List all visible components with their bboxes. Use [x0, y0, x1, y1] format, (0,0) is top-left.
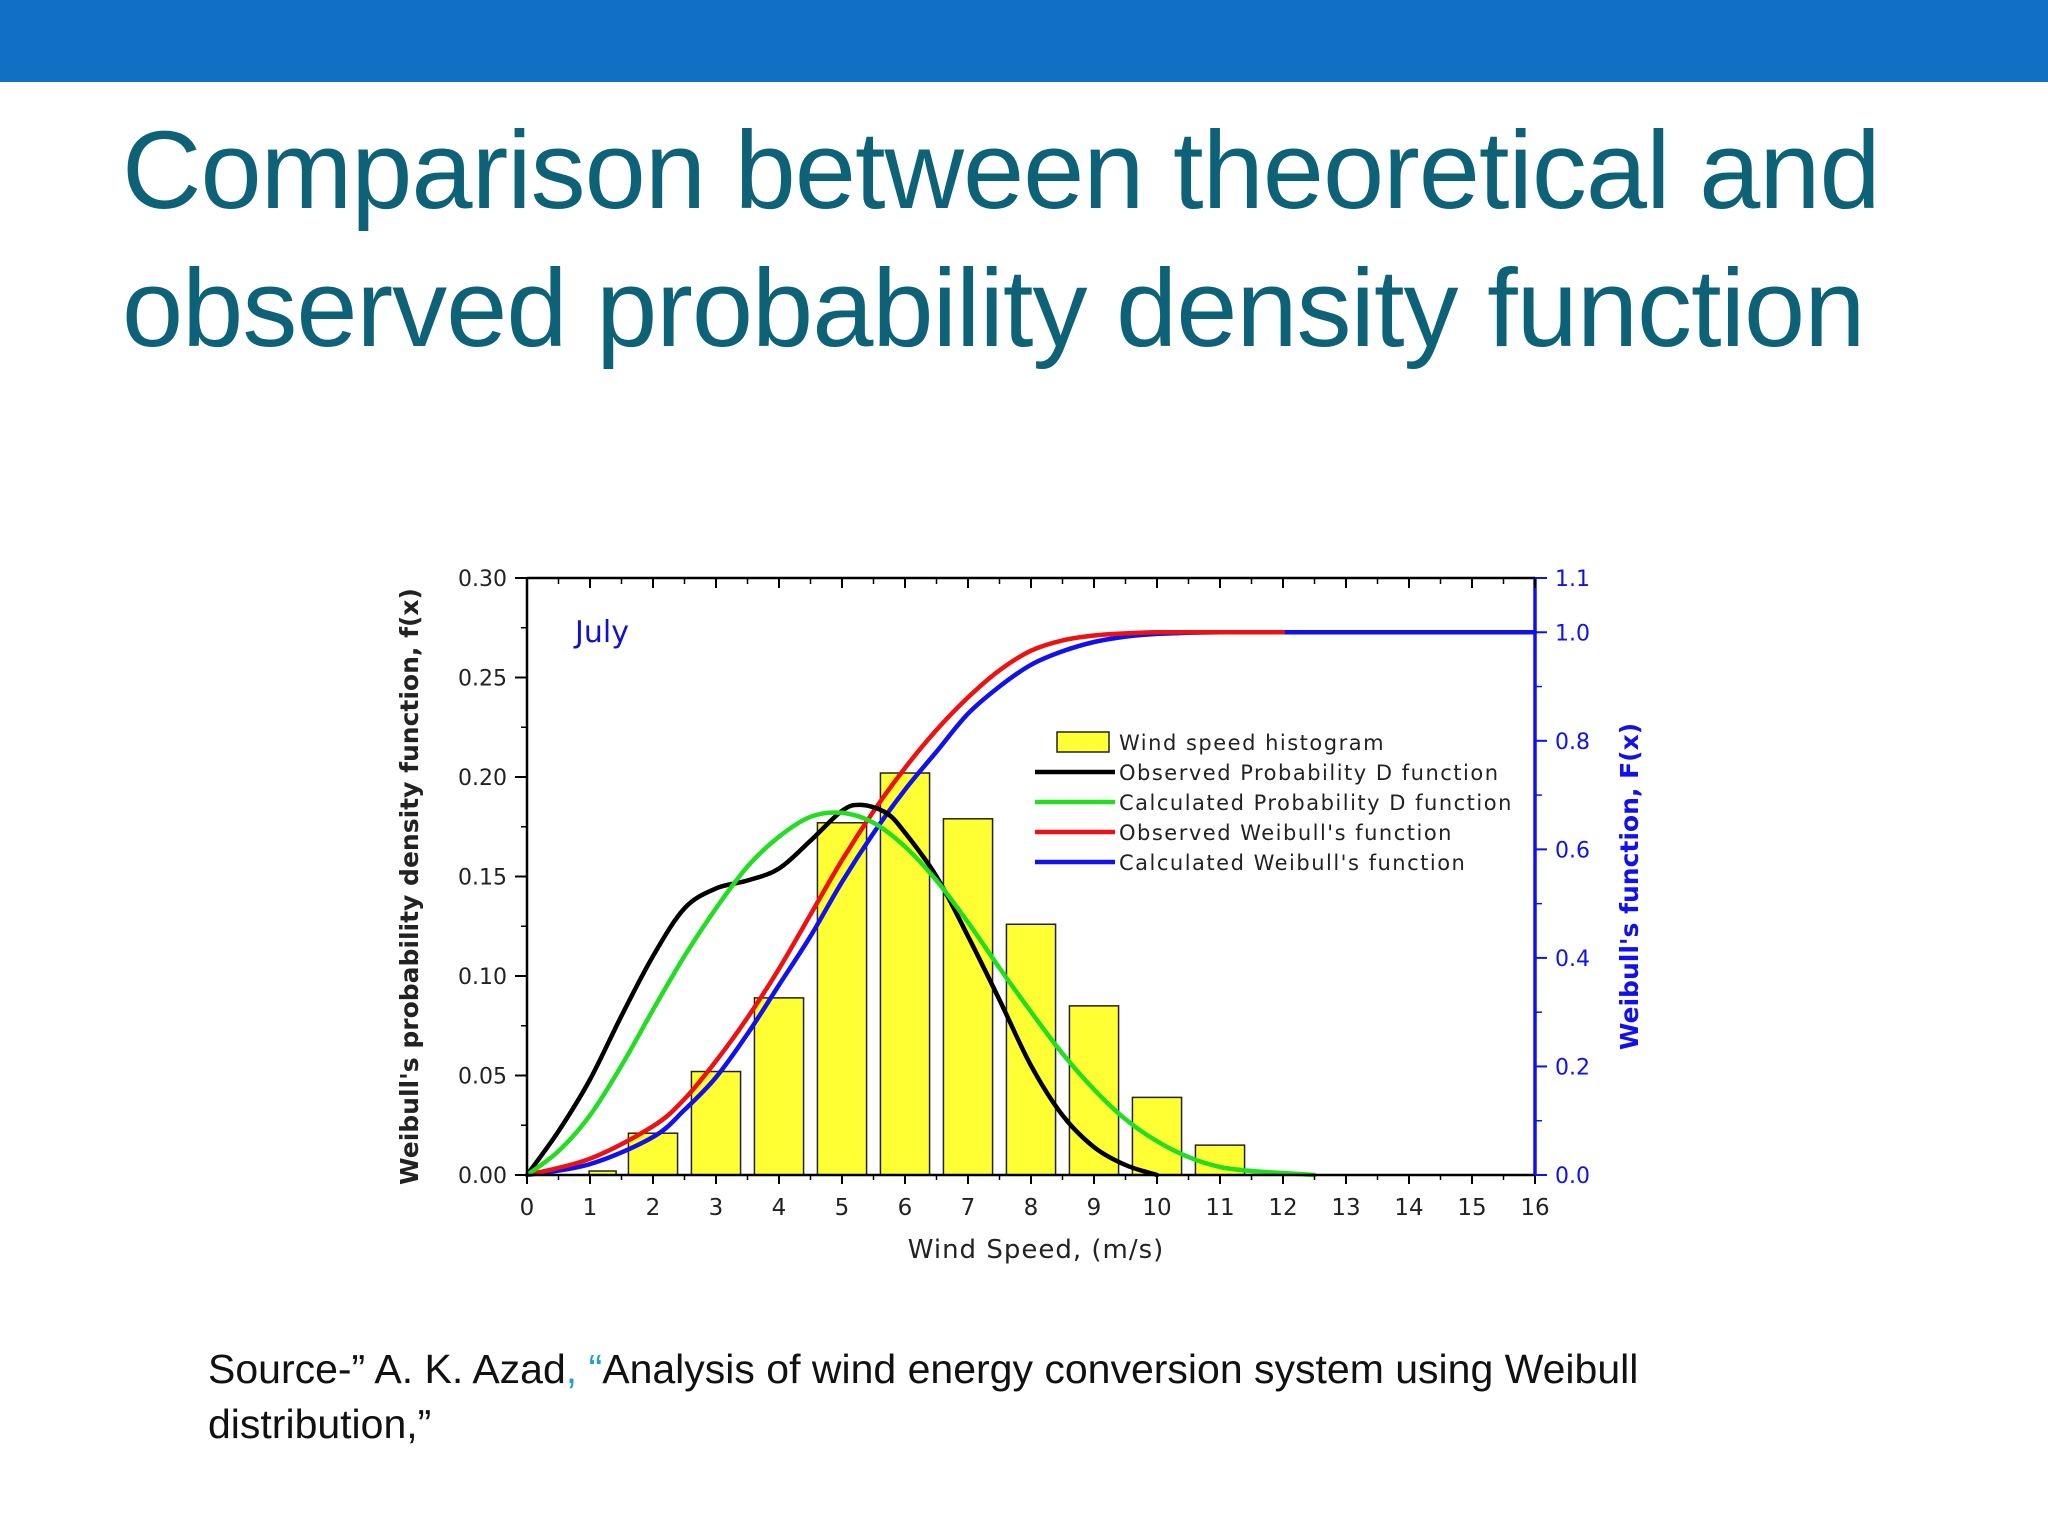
histogram-bar [816, 822, 868, 1176]
y-tick-label: 0.30 [458, 567, 507, 592]
legend-label: Wind speed histogram [1119, 731, 1385, 755]
x-tick-label: 16 [1520, 1195, 1549, 1221]
title-line-1: Comparison between theoretical and [122, 109, 1881, 232]
y2-tick-label: 0.2 [1555, 1055, 1590, 1080]
title-line-2: observed probability density function [122, 247, 1865, 370]
x-tick-label: 13 [1331, 1195, 1360, 1221]
x-axis-label: Wind Speed, (m/s) [908, 1235, 1165, 1265]
y2-tick-label: 0.0 [1555, 1164, 1590, 1189]
chart-axes: 0 1 2 3 4 5 6 7 8 9 10 11 12 13 14 15 160.000.050.100.15… [395, 567, 1644, 1265]
y-tick-label: 0.20 [458, 766, 507, 791]
x-tick-label: 11 [1205, 1195, 1234, 1221]
histogram-bar [1005, 923, 1057, 1176]
weibull-chart: 0 1 2 3 4 5 6 7 8 9 10 11 12 13 14 15 16 0.00 0.05 0.10 0.15… [380, 555, 1710, 1285]
x-tick-label: 15 [1457, 1195, 1486, 1221]
y-tick-label: 0.00 [458, 1164, 507, 1189]
histogram-bar [942, 818, 994, 1176]
y2-tick-label: 1.1 [1555, 567, 1590, 592]
y-tick-label: 0.05 [458, 1065, 507, 1090]
source-accent-mark: , “ [565, 1346, 603, 1392]
x-tick-label: 0 [520, 1195, 535, 1221]
y2-axis-label: Weibull's function, F(x) [1615, 723, 1644, 1050]
y2-tick-label: 0.4 [1555, 947, 1590, 972]
x-tick-label: 2 [646, 1195, 661, 1221]
y-tick-label: 0.25 [458, 667, 507, 692]
y2-tick-label: 0.8 [1555, 730, 1590, 755]
histogram-bar [1131, 1096, 1183, 1176]
x-tick-label: 9 [1087, 1195, 1102, 1221]
chart-svg: 0 1 2 3 4 5 6 7 8 9 10 11 12 13 14 15 160.000.050.100.15… [395, 567, 1644, 1265]
histogram-bar [627, 1132, 679, 1176]
histogram-bar [879, 772, 931, 1176]
slide-title: Comparison between theoretical and obser… [122, 102, 1982, 378]
x-tick-label: 14 [1394, 1195, 1423, 1221]
histogram-bar [753, 997, 805, 1176]
source-prefix: Source-” A. K. Azad [208, 1346, 566, 1392]
y-tick-label: 0.15 [458, 866, 507, 891]
series-line-observed-probability-d-function [524, 802, 1160, 1178]
chart-legend: Wind speed histogram Observed Probability… [1035, 731, 1513, 875]
series-lines [524, 629, 1538, 1178]
series-line-observed-weibull-s-function [524, 629, 1286, 1178]
x-tick-label: 7 [961, 1195, 976, 1221]
x-tick-label: 8 [1024, 1195, 1039, 1221]
x-tick-label: 6 [898, 1195, 913, 1221]
x-tick-label: 5 [835, 1195, 850, 1221]
x-tick-label: 10 [1142, 1195, 1171, 1221]
chart-annotation: July [573, 615, 629, 650]
x-tick-label: 1 [583, 1195, 598, 1221]
top-accent-bar [0, 0, 2048, 82]
x-tick-label: 3 [709, 1195, 724, 1221]
source-title: Analysis of wind energy conversion syste… [602, 1346, 1639, 1392]
source-citation: Source-” A. K. Azad, “Analysis of wind e… [208, 1342, 1908, 1452]
legend-label: Observed Probability D function [1119, 761, 1500, 785]
legend-swatch [1056, 731, 1110, 753]
y2-tick-label: 1.0 [1555, 621, 1590, 646]
series-line-calculated-probability-d-function [524, 810, 1317, 1178]
x-tick-label: 12 [1268, 1195, 1297, 1221]
legend-label: Calculated Weibull's function [1119, 851, 1466, 875]
x-tick-label: 4 [772, 1195, 787, 1221]
legend-label: Observed Weibull's function [1119, 821, 1453, 845]
source-line-2: distribution,” [208, 1401, 432, 1447]
histogram-bar [690, 1070, 742, 1176]
legend-label: Calculated Probability D function [1119, 791, 1513, 815]
y-axis-label: Weibull's probability density function, … [395, 588, 424, 1185]
y2-tick-label: 0.6 [1555, 838, 1590, 863]
histogram-bars [588, 772, 1246, 1176]
y-tick-label: 0.10 [458, 965, 507, 990]
